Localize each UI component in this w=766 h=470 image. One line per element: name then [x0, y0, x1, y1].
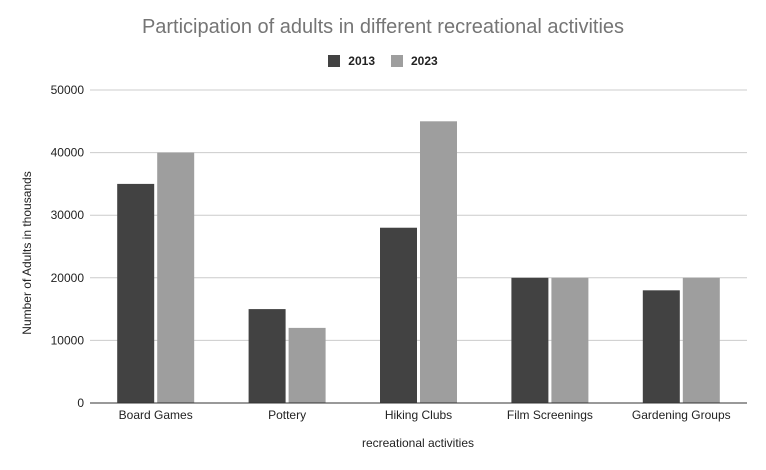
y-tick-label: 40000 [51, 146, 85, 160]
bar-2013-film-screenings [511, 277, 549, 403]
legend-item-2023: 2023 [391, 54, 438, 68]
bar-2023-film-screenings [551, 277, 589, 403]
legend-swatch-2023 [391, 55, 403, 67]
bar-2023-gardening-groups [682, 277, 720, 403]
chart-title: Participation of adults in different rec… [141, 16, 625, 38]
y-tick-label: 50000 [51, 83, 85, 97]
x-tick-label: Board Games [119, 408, 193, 422]
legend-item-2013: 2013 [328, 54, 375, 68]
bar-2023-pottery [288, 327, 326, 403]
bar-2013-pottery [248, 309, 286, 403]
legend-label-2023: 2023 [411, 54, 438, 68]
y-tick-label: 10000 [51, 333, 85, 347]
legend-swatch-2013 [328, 55, 341, 67]
x-axis-label: recreational activities [362, 436, 474, 450]
bar-2013-gardening-groups [642, 290, 680, 403]
legend: 2013 2023 [0, 54, 766, 68]
x-tick-label: Hiking Clubs [385, 408, 452, 422]
y-axis-ticks: 0 10000 20000 30000 40000 50000 [51, 83, 85, 410]
x-tick-label: Film Screenings [507, 408, 593, 422]
legend-label-2013: 2013 [348, 54, 375, 68]
y-tick-label: 0 [77, 396, 84, 410]
bars [117, 121, 720, 404]
x-tick-label: Gardening Groups [632, 408, 731, 422]
gridlines [90, 89, 747, 341]
bar-2023-hiking-clubs [420, 121, 457, 404]
bar-2023-board-games [157, 152, 195, 403]
x-axis-ticks: Board Games Pottery Hiking Clubs Film Scree… [119, 408, 731, 422]
y-tick-label: 30000 [51, 208, 85, 222]
y-axis-label: Number of Adults in thousands [20, 171, 34, 334]
x-tick-label: Pottery [268, 408, 306, 422]
y-tick-label: 20000 [51, 271, 85, 285]
bar-2013-board-games [117, 183, 155, 403]
bar-2013-hiking-clubs [380, 227, 417, 403]
